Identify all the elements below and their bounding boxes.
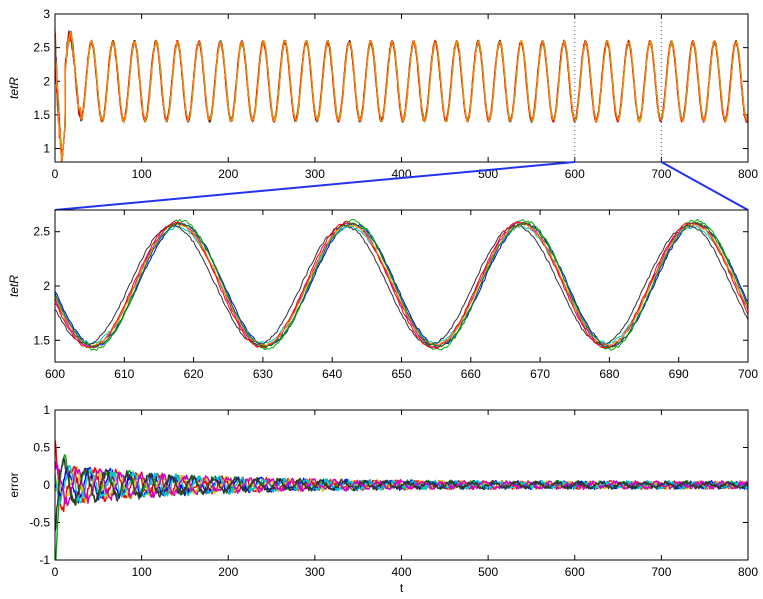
- zoom-panel: 600 610 620 630 640 650 660 670 680 690 700 1.5 2 2.5…: [7, 209, 758, 381]
- y-tick-label: 1.5: [33, 333, 50, 347]
- y-tick-label: -0.5: [29, 516, 50, 530]
- series-line: [55, 221, 748, 348]
- x-tick-label: 300: [305, 167, 325, 181]
- plot-frame: [54, 409, 749, 561]
- x-tick-label: 0: [52, 167, 59, 181]
- y-tick-label: 2.5: [33, 225, 50, 239]
- series-line: [55, 466, 748, 505]
- y-tick-label: 0.5: [33, 441, 50, 455]
- series-line: [55, 27, 748, 162]
- x-tick-label: 500: [478, 565, 498, 579]
- x-tick-label: 300: [305, 565, 325, 579]
- x-tick-label: 680: [599, 367, 619, 381]
- series-line: [55, 457, 748, 532]
- x-tick-label: 640: [322, 367, 342, 381]
- y-axis-label: error: [7, 472, 21, 497]
- x-tick-label: 100: [132, 167, 152, 181]
- x-tick-label: 600: [565, 167, 585, 181]
- x-tick-label: 650: [391, 367, 411, 381]
- y-tick-label: 2: [43, 279, 50, 293]
- error-panel: 0 100 200 300 400 500 600 700 800 -1 -0.5 0 0.5 1 erro…: [7, 403, 758, 595]
- x-tick-label: 400: [391, 565, 411, 579]
- x-tick-label: 660: [461, 367, 481, 381]
- series-line: [55, 223, 748, 347]
- x-tick-label: 700: [651, 565, 671, 579]
- x-axis-label: t: [400, 581, 404, 595]
- plot-frame: [54, 209, 749, 363]
- x-tick-label: 600: [45, 367, 65, 381]
- y-tick-label: 1: [43, 142, 50, 156]
- y-tick-label: 3: [43, 7, 50, 21]
- x-tick-label: 630: [253, 367, 273, 381]
- y-axis-label: tetR: [7, 275, 21, 297]
- plot-frame: [54, 13, 749, 163]
- plot-area: [55, 210, 748, 362]
- y-tick-label: 2: [43, 74, 50, 88]
- series-line: [55, 461, 748, 507]
- x-tick-label: 700: [651, 167, 671, 181]
- y-tick-label: 2.5: [33, 41, 50, 55]
- plot-area: [55, 14, 748, 162]
- zoom-line-left: [54, 161, 575, 211]
- x-tick-label: 0: [52, 565, 59, 579]
- x-tick-label: 200: [218, 565, 238, 579]
- y-tick-label: -1: [39, 553, 50, 567]
- x-tick-label: 100: [132, 565, 152, 579]
- x-tick-label: 620: [184, 367, 204, 381]
- x-tick-label: 600: [565, 565, 585, 579]
- x-tick-label: 800: [738, 565, 758, 579]
- y-tick-label: 1.5: [33, 108, 50, 122]
- zoom-line-right: [660, 161, 749, 211]
- x-tick-label: 670: [530, 367, 550, 381]
- zoom-connector-lines: [54, 161, 749, 211]
- y-axis-label: tetR: [7, 77, 21, 99]
- x-tick-label: 800: [738, 167, 758, 181]
- x-tick-label: 690: [669, 367, 689, 381]
- x-tick-label: 610: [114, 367, 134, 381]
- x-tick-label: 200: [218, 167, 238, 181]
- x-tick-label: 700: [738, 367, 758, 381]
- y-tick-label: 1: [43, 403, 50, 417]
- y-tick-label: 0: [43, 478, 50, 492]
- series-line: [55, 220, 748, 349]
